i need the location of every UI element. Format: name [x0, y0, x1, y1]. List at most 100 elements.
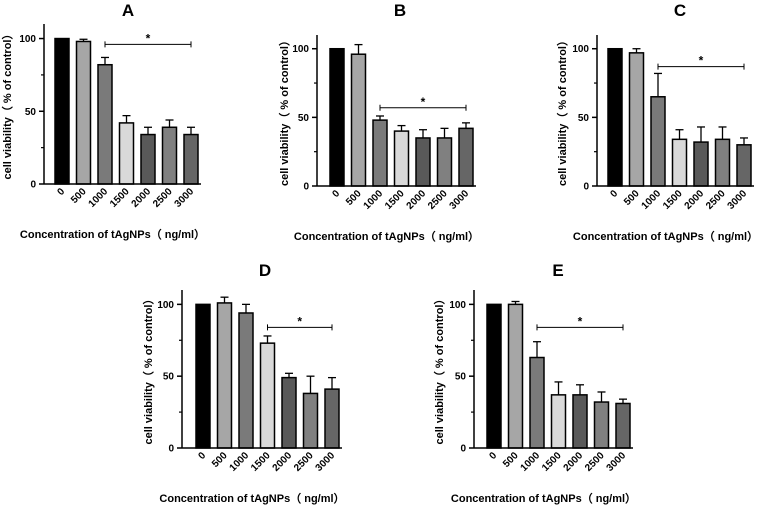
bar-0 [54, 37, 70, 185]
x-tick-label: 0 [608, 188, 620, 200]
bar-500 [628, 52, 645, 187]
bar-0 [486, 303, 502, 449]
x-tick-label: 2000 [683, 188, 707, 212]
x-tick-label: 1500 [383, 188, 407, 212]
x-tick-label: 500 [344, 188, 364, 208]
bar-1000 [650, 96, 666, 187]
x-tick-label: 2500 [704, 188, 728, 212]
bar-2500 [436, 137, 453, 187]
bar-500 [216, 302, 233, 449]
x-tick-label: 0 [330, 188, 342, 200]
x-tick-label: 2000 [405, 188, 429, 212]
y-axis-title: cell viability（ % of control） [142, 294, 155, 445]
y-tick-label: 100 [572, 44, 589, 55]
y-tick-label: 0 [30, 180, 36, 191]
x-axis-title: Concentration of tAgNPs（ ng/ml） [294, 230, 479, 243]
x-tick-label: 2500 [292, 450, 316, 474]
bar-0 [607, 47, 623, 187]
x-tick-label: 500 [622, 188, 642, 208]
bar-2500 [302, 392, 319, 449]
significance-label: * [297, 314, 302, 328]
x-tick-label: 1500 [540, 450, 564, 474]
y-tick-label: 100 [449, 300, 466, 311]
bar-1500 [259, 342, 276, 449]
x-tick-label: 500 [501, 450, 521, 470]
bar-0 [195, 303, 211, 449]
bar-1500 [550, 394, 567, 449]
y-axis-title: cell viability（ % of control） [1, 29, 14, 180]
y-tick-label: 100 [292, 44, 309, 55]
y-tick-label: 50 [455, 372, 467, 383]
x-tick-label: 2500 [426, 188, 450, 212]
bar-3000 [458, 127, 474, 187]
bar-3000 [615, 402, 631, 449]
x-tick-label: 3000 [726, 188, 750, 212]
bar-2000 [140, 133, 156, 185]
x-tick-label: 1000 [228, 450, 252, 474]
bar-1000 [238, 312, 254, 449]
y-tick-label: 50 [25, 107, 37, 118]
panel-letter: E [552, 261, 563, 280]
bar-2500 [714, 138, 731, 187]
bar-1000 [97, 63, 113, 185]
panel-letter: C [674, 1, 686, 20]
significance-label: * [578, 314, 583, 328]
x-axis-title: Concentration of tAgNPs（ ng/ml） [20, 228, 205, 241]
bar-3000 [324, 388, 340, 449]
panel-letter: D [259, 261, 271, 280]
x-tick-label: 0 [55, 186, 67, 198]
x-tick-label: 500 [210, 450, 230, 470]
x-tick-label: 3000 [605, 450, 629, 474]
significance-label: * [421, 95, 426, 109]
panel-letter: B [394, 1, 406, 20]
bar-2500 [161, 126, 178, 185]
bar-1000 [372, 119, 388, 187]
y-tick-label: 0 [460, 444, 466, 455]
y-tick-label: 50 [163, 372, 175, 383]
bar-2000 [415, 137, 431, 187]
bar-2000 [693, 141, 709, 187]
x-tick-label: 3000 [314, 450, 338, 474]
y-tick-label: 50 [578, 113, 590, 124]
significance-label: * [699, 54, 704, 68]
bar-3000 [736, 144, 752, 187]
bar-500 [75, 40, 92, 185]
x-axis-title: Concentration of tAgNPs（ ng/ml） [451, 492, 636, 505]
x-axis-title: Concentration of tAgNPs（ ng/ml） [573, 230, 758, 243]
significance-label: * [146, 31, 151, 45]
x-tick-label: 2000 [130, 186, 154, 210]
y-tick-label: 0 [168, 444, 174, 455]
x-tick-label: 500 [69, 186, 89, 206]
y-axis-title: cell viability（ % of control） [556, 35, 569, 186]
bar-2000 [572, 394, 588, 449]
x-tick-label: 2500 [151, 186, 175, 210]
x-tick-label: 2000 [271, 450, 295, 474]
x-tick-label: 1500 [661, 188, 685, 212]
x-tick-label: 1000 [640, 188, 664, 212]
y-tick-label: 0 [583, 182, 589, 193]
x-tick-label: 3000 [448, 188, 472, 212]
x-tick-label: 1500 [249, 450, 273, 474]
bar-2000 [281, 376, 297, 449]
bar-0 [329, 47, 345, 187]
x-tick-label: 2500 [583, 450, 607, 474]
y-axis-title: cell viability（ % of control） [278, 35, 291, 186]
bar-3000 [183, 133, 199, 185]
bar-1500 [671, 138, 688, 187]
x-tick-label: 1000 [87, 186, 111, 210]
bar-1500 [118, 122, 135, 185]
bar-1500 [393, 130, 410, 187]
y-tick-label: 100 [157, 300, 174, 311]
x-tick-label: 0 [196, 450, 208, 462]
x-tick-label: 3000 [173, 186, 197, 210]
x-tick-label: 2000 [562, 450, 586, 474]
panel-letter: A [122, 1, 134, 20]
bar-500 [350, 53, 367, 187]
y-axis-title: cell viability（ % of control） [433, 294, 446, 445]
